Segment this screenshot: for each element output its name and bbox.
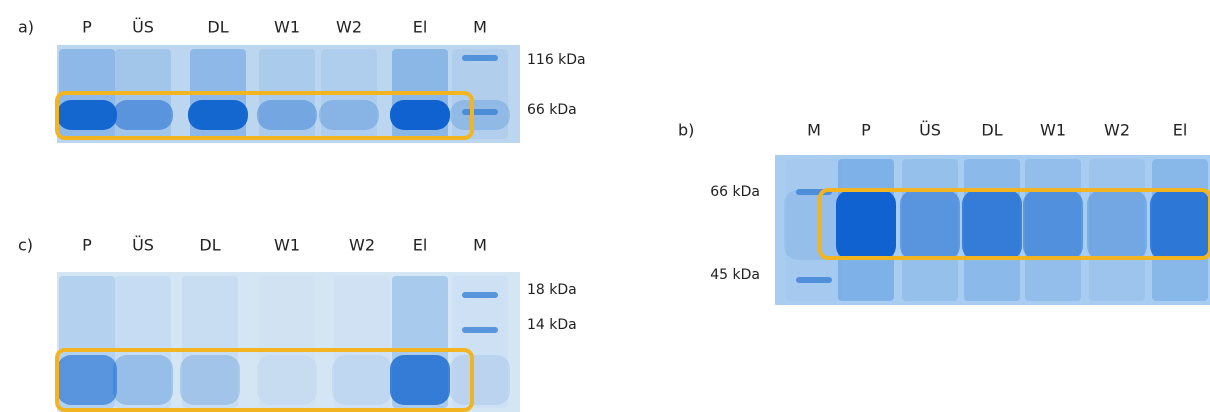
- lane-label: M: [807, 121, 821, 140]
- lane-label: W2: [336, 18, 362, 37]
- marker-band: [796, 277, 832, 283]
- marker-label: 14 kDa: [527, 317, 577, 333]
- lane-label: DL: [199, 236, 220, 255]
- panel-label: a): [18, 18, 34, 37]
- lane-label: ÜS: [132, 18, 154, 37]
- lane-label: W1: [274, 236, 300, 255]
- lane-label: DL: [207, 18, 228, 37]
- band: [57, 100, 117, 130]
- band: [188, 100, 248, 130]
- panel-label: c): [18, 236, 33, 255]
- band: [1150, 190, 1210, 260]
- lane-label: ÜS: [132, 236, 154, 255]
- marker-band: [462, 327, 498, 333]
- band: [784, 190, 844, 260]
- marker-band: [462, 55, 498, 61]
- lane-label: DL: [981, 121, 1002, 140]
- marker-band: [462, 109, 498, 115]
- lane-label: M: [473, 18, 487, 37]
- band: [450, 355, 510, 405]
- figure: a) P ÜS DL W1 W2 El M 116 kDa 66 kDa b) M P ÜS DL W1 W2 E…: [0, 0, 1210, 412]
- marker-band: [462, 292, 498, 298]
- band: [1087, 190, 1147, 260]
- lane-label: El: [413, 18, 428, 37]
- band: [257, 355, 317, 405]
- marker-label: 45 kDa: [710, 267, 760, 283]
- band: [900, 190, 960, 260]
- lane-label: W2: [1104, 121, 1130, 140]
- band: [113, 100, 173, 130]
- band: [836, 190, 896, 260]
- band: [180, 355, 240, 405]
- band: [332, 355, 392, 405]
- lane-label: El: [1173, 121, 1188, 140]
- band: [390, 355, 450, 405]
- marker-label: 66 kDa: [710, 184, 760, 200]
- lane-label: P: [861, 121, 871, 140]
- marker-label: 18 kDa: [527, 282, 577, 298]
- lane-label: M: [473, 236, 487, 255]
- panel-label: b): [678, 121, 694, 140]
- lane-label: W2: [349, 236, 375, 255]
- lane-label: ÜS: [919, 121, 941, 140]
- band: [962, 190, 1022, 260]
- lane-label: P: [82, 18, 92, 37]
- lane-label: El: [413, 236, 428, 255]
- marker-label: 66 kDa: [527, 102, 577, 118]
- band: [319, 100, 379, 130]
- lane-label: W1: [1040, 121, 1066, 140]
- band: [57, 355, 117, 405]
- band: [257, 100, 317, 130]
- lane-label: P: [82, 236, 92, 255]
- band: [113, 355, 173, 405]
- lane-label: W1: [274, 18, 300, 37]
- marker-label: 116 kDa: [527, 52, 586, 68]
- band: [1023, 190, 1083, 260]
- band: [390, 100, 450, 130]
